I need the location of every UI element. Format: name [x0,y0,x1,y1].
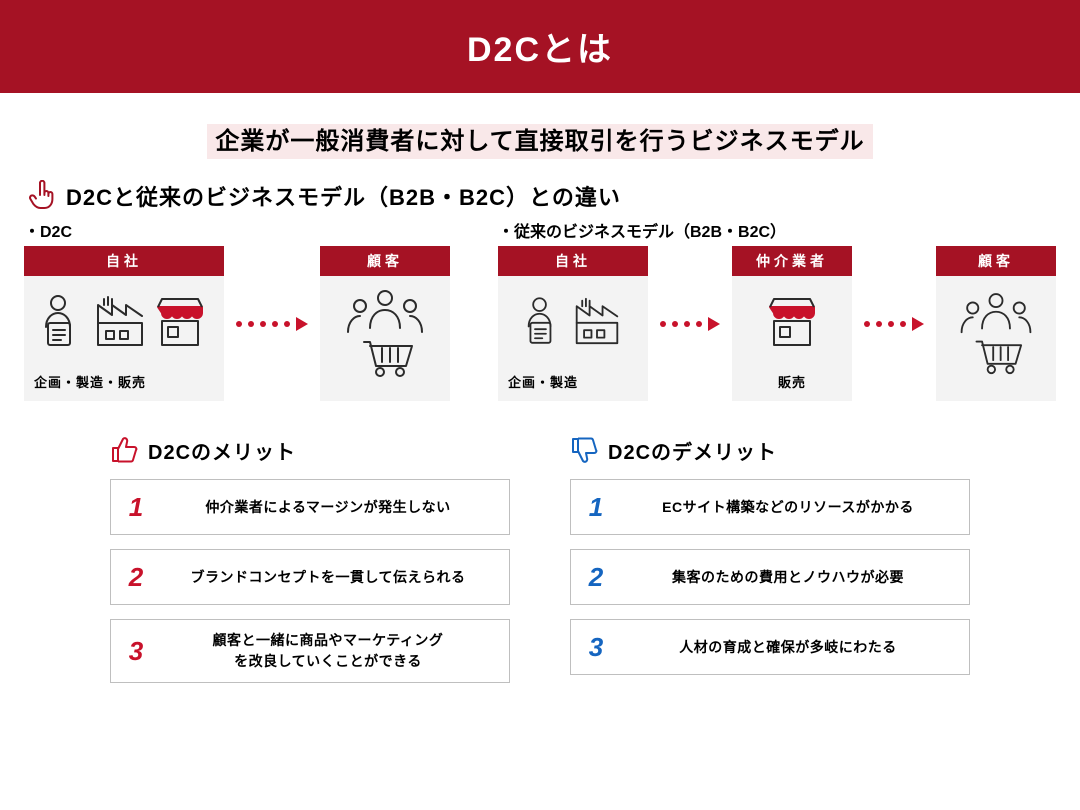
compare-heading: D2Cと従来のビジネスモデル（B2B・B2C）との違い [66,180,621,212]
arrow-icon [236,246,308,401]
cons-item: 3 人材の育成と確保が多岐にわたる [570,619,970,675]
customers-cart-icon [342,288,428,382]
cons-item: 1 ECサイト構築などのリソースがかかる [570,479,970,535]
pros-item: 1 仲介業者によるマージンが発生しない [110,479,510,535]
cons-item-text: 人材の育成と確保が多岐にわたる [619,637,957,658]
d2c-company-head: 自社 [24,246,224,276]
item-number: 1 [123,492,149,523]
storefront-icon [766,293,818,349]
storefront-icon [154,293,206,349]
diagram-row: ・D2C 自社 企画・製造・販売 [0,218,1080,401]
pointing-hand-icon [28,180,56,212]
d2c-flow: 自社 企画・製造・販売 顧客 [24,246,458,401]
pros-cons-row: D2Cのメリット 1 仲介業者によるマージンが発生しない 2 ブランドコンセプト… [0,435,1080,697]
pros-item: 3 顧客と一緒に商品やマーケティングを改良していくことができる [110,619,510,683]
person-clipboard-icon [525,295,565,347]
trad-middle-box: 仲介業者 販売 [732,246,852,401]
d2c-customer-box: 顧客 [320,246,450,401]
trad-flow: 自社 企画・製造 仲介業者 [498,246,1056,401]
sub-heading-text: 企業が一般消費者に対して直接取引を行うビジネスモデル [207,124,872,159]
d2c-label: ・D2C [24,218,458,242]
person-clipboard-icon [42,293,86,349]
trad-middle-foot: 販売 [732,366,852,401]
cons-item: 2 集客のための費用とノウハウが必要 [570,549,970,605]
cons-item-text: 集客のための費用とノウハウが必要 [619,567,957,588]
thumbs-up-icon [110,435,140,465]
item-number: 3 [123,636,149,667]
pros-item-text: 仲介業者によるマージンが発生しない [159,497,497,518]
trad-company-head: 自社 [498,246,648,276]
pros-item-text: 顧客と一緒に商品やマーケティングを改良していくことができる [159,630,497,672]
d2c-column: ・D2C 自社 企画・製造・販売 [24,218,458,401]
d2c-customer-head: 顧客 [320,246,450,276]
d2c-company-box: 自社 企画・製造・販売 [24,246,224,401]
pros-column: D2Cのメリット 1 仲介業者によるマージンが発生しない 2 ブランドコンセプト… [110,435,510,697]
factory-icon [94,293,146,349]
arrow-icon [864,246,924,401]
page-title: D2Cとは [467,31,613,69]
trad-customer-box: 顧客 [936,246,1056,401]
traditional-column: ・従来のビジネスモデル（B2B・B2C） 自社 企画・製造 仲介業者 [498,218,1056,401]
trad-company-box: 自社 企画・製造 [498,246,648,401]
trad-label: ・従来のビジネスモデル（B2B・B2C） [498,218,1056,242]
cons-title: D2Cのデメリット [608,436,777,465]
compare-heading-row: D2Cと従来のビジネスモデル（B2B・B2C）との違い [0,180,1080,212]
page-title-bar: D2Cとは [0,0,1080,93]
item-number: 3 [583,632,609,663]
arrow-icon [660,246,720,401]
trad-middle-head: 仲介業者 [732,246,852,276]
d2c-company-foot: 企画・製造・販売 [24,366,224,401]
sub-heading: 企業が一般消費者に対して直接取引を行うビジネスモデル [0,121,1080,156]
cons-column: D2Cのデメリット 1 ECサイト構築などのリソースがかかる 2 集客のための費… [570,435,970,697]
cons-item-text: ECサイト構築などのリソースがかかる [619,497,957,518]
thumbs-down-icon [570,435,600,465]
pros-title: D2Cのメリット [148,436,296,465]
pros-item-text: ブランドコンセプトを一貫して伝えられる [159,567,497,588]
item-number: 2 [583,562,609,593]
item-number: 1 [583,492,609,523]
pros-item: 2 ブランドコンセプトを一貫して伝えられる [110,549,510,605]
trad-company-foot: 企画・製造 [498,366,648,401]
customers-cart-icon [956,290,1036,380]
factory-icon [573,295,621,347]
trad-customer-head: 顧客 [936,246,1056,276]
item-number: 2 [123,562,149,593]
